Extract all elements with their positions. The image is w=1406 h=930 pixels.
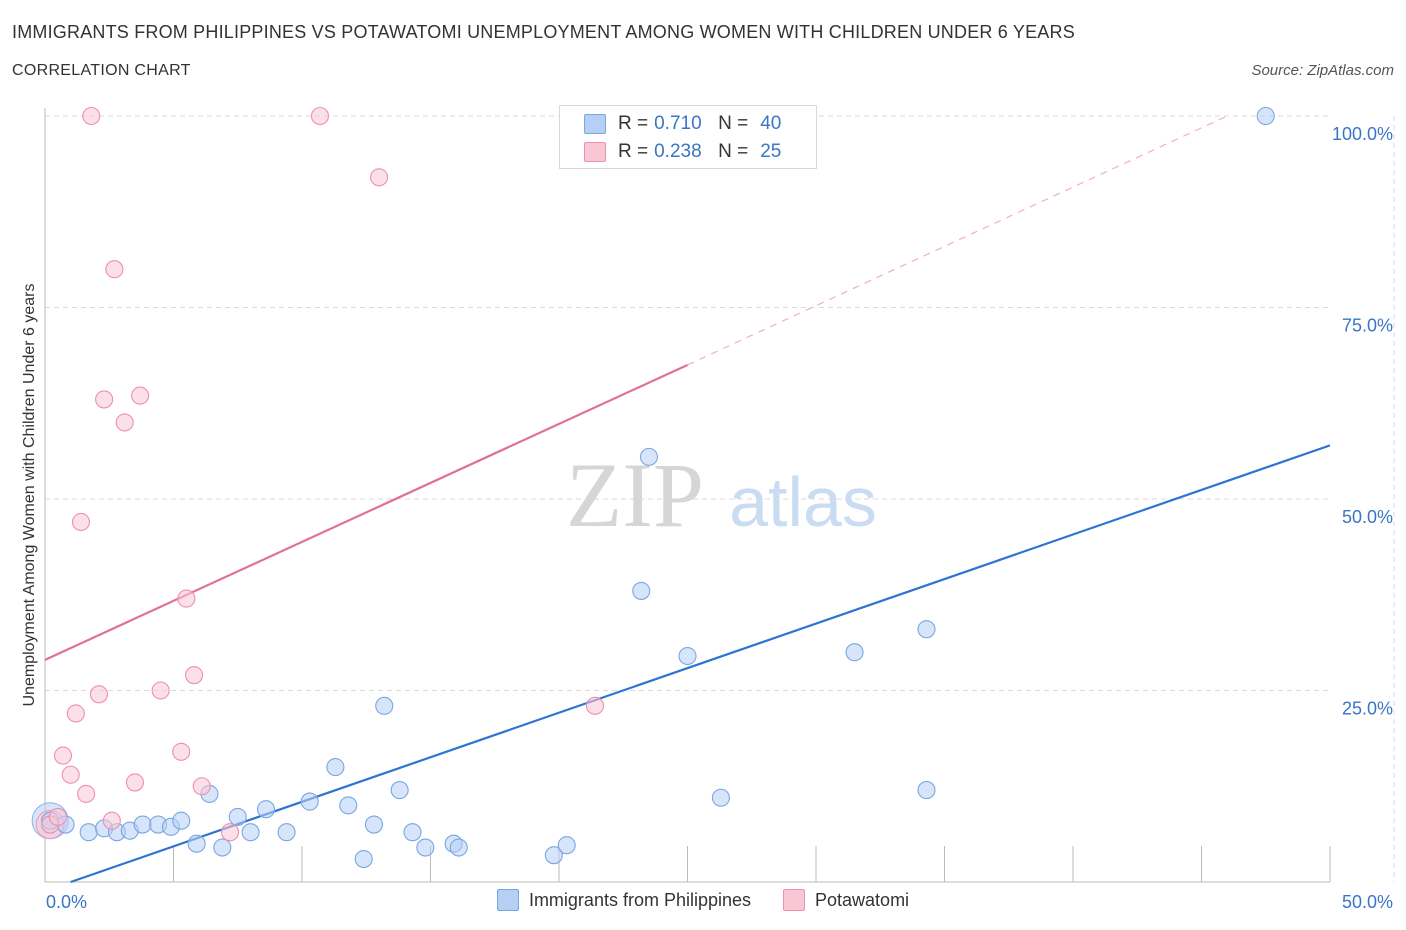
point-philippines — [256, 800, 276, 819]
watermark: ZIP atlas — [566, 444, 877, 546]
axes — [44, 108, 1331, 883]
point-philippines — [339, 796, 358, 815]
point-philippines — [544, 846, 563, 865]
trend-line-philippines — [70, 444, 1331, 884]
chart-subtitle: CORRELATION CHART — [12, 62, 191, 79]
point-potawatomi — [105, 260, 124, 279]
series-legend-potawatomi[interactable]: Potawatomi — [783, 889, 909, 911]
point-potawatomi — [82, 106, 101, 126]
point-philippines — [557, 836, 576, 855]
point-potawatomi — [48, 807, 67, 826]
legend-swatch-pink — [584, 142, 606, 162]
point-philippines — [711, 788, 730, 807]
point-philippines — [917, 620, 936, 639]
correlation-legend: R = 0.710 N = 40 R = 0.238 N = 25 — [559, 105, 817, 169]
point-potawatomi — [102, 811, 121, 830]
data-points — [31, 106, 1275, 869]
point-philippines — [300, 792, 319, 811]
legend-swatch-blue — [584, 114, 606, 134]
trend-lines — [44, 115, 1331, 884]
point-philippines — [354, 849, 373, 869]
point-potawatomi — [125, 773, 144, 792]
legend-n-label: N = — [718, 141, 749, 162]
point-potawatomi — [220, 823, 240, 842]
point-philippines — [213, 838, 232, 857]
y-tick-label: 75.0% — [1342, 316, 1393, 336]
x-tick-label: 0.0% — [46, 892, 87, 912]
grid-lines — [45, 115, 1395, 882]
point-philippines — [375, 696, 394, 715]
x-tick-label: 50.0% — [1342, 892, 1393, 912]
point-potawatomi — [66, 704, 85, 723]
tick-labels: 25.0% 50.0% 75.0% 100.0% 0.0% 50.0% — [46, 124, 1393, 912]
legend-row-potawatomi: R = 0.238 N = 25 — [584, 140, 781, 164]
point-philippines — [364, 815, 384, 834]
legend-r-label: R = — [618, 113, 649, 134]
point-philippines — [277, 823, 296, 842]
legend-r-label: R = — [618, 141, 649, 162]
point-philippines — [187, 834, 206, 853]
point-potawatomi — [151, 681, 170, 700]
y-tick-label: 100.0% — [1332, 124, 1393, 144]
point-potawatomi — [53, 746, 73, 765]
source-credit: Source: ZipAtlas.com — [1251, 62, 1394, 79]
point-potawatomi — [115, 413, 134, 432]
point-philippines — [845, 643, 864, 662]
point-philippines — [449, 838, 468, 857]
point-potawatomi — [95, 390, 114, 409]
watermark-atlas: atlas — [729, 463, 877, 541]
point-philippines — [241, 823, 260, 842]
y-tick-label: 50.0% — [1342, 507, 1393, 527]
trend-line-potawatomi — [44, 363, 688, 661]
point-philippines — [172, 811, 191, 830]
legend-r-value: 0.238 — [654, 141, 702, 162]
legend-n-label: N = — [718, 113, 749, 134]
point-potawatomi — [61, 765, 80, 784]
point-philippines — [390, 781, 409, 800]
point-potawatomi — [177, 589, 196, 608]
series-legend-philippines[interactable]: Immigrants from Philippines — [496, 889, 752, 911]
series-legend: Immigrants from Philippines Potawatomi — [0, 889, 1406, 911]
point-potawatomi — [192, 777, 211, 796]
legend-n-value: 40 — [760, 113, 782, 134]
point-potawatomi — [71, 512, 91, 532]
point-philippines — [678, 646, 697, 666]
point-potawatomi — [172, 742, 191, 761]
series-swatch-pink — [783, 889, 806, 911]
legend-r-value: 0.710 — [654, 113, 702, 134]
series-label-philippines: Immigrants from Philippines — [528, 889, 752, 910]
point-potawatomi — [77, 784, 96, 803]
trend-extension-potawatomi — [687, 115, 1228, 366]
point-philippines — [228, 807, 247, 826]
series-label-potawatomi: Potawatomi — [815, 889, 910, 910]
point-potawatomi — [185, 666, 204, 685]
watermark-zip: ZIP — [566, 444, 704, 546]
chart-title: IMMIGRANTS FROM PHILIPPINES VS POTAWATOM… — [12, 22, 1075, 42]
point-potawatomi — [310, 106, 330, 126]
legend-row-philippines: R = 0.710 N = 40 — [584, 112, 781, 136]
y-tick-label: 25.0% — [1342, 699, 1393, 719]
point-potawatomi — [131, 386, 150, 405]
point-philippines — [79, 823, 98, 842]
point-potawatomi — [370, 168, 389, 187]
point-philippines — [403, 823, 422, 842]
series-swatch-blue — [496, 889, 519, 911]
point-philippines — [1256, 106, 1275, 126]
point-philippines — [632, 581, 651, 600]
point-potawatomi — [585, 696, 605, 715]
legend-n-value: 25 — [760, 141, 782, 162]
point-philippines — [639, 447, 659, 466]
point-philippines — [416, 838, 435, 857]
point-potawatomi — [89, 685, 109, 704]
point-philippines — [133, 815, 152, 834]
point-philippines — [326, 758, 345, 777]
point-philippines — [917, 781, 936, 800]
